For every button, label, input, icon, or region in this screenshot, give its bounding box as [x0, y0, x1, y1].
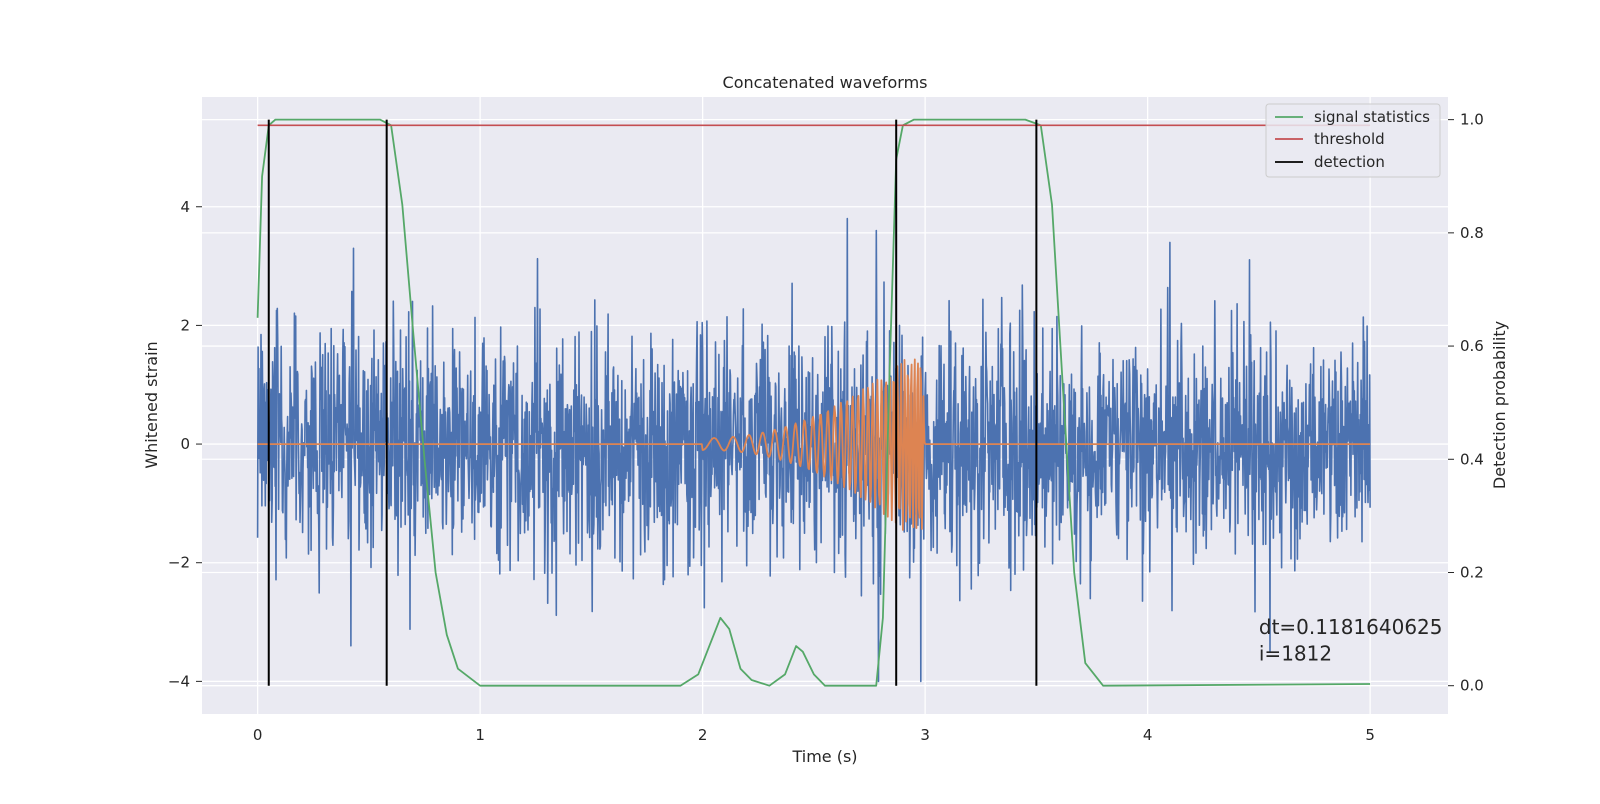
- legend-label-detection: detection: [1314, 153, 1385, 171]
- x-axis-label: Time (s): [791, 747, 857, 766]
- chart-title: Concatenated waveforms: [723, 73, 928, 92]
- y-right-tick-label-4: 0.8: [1460, 224, 1484, 242]
- x-tick-label-1: 1: [475, 726, 485, 744]
- series-injected-waveform: [257, 358, 1371, 531]
- y-left-tick-label-4: 4: [180, 198, 190, 216]
- y-right-tick-label-3: 0.6: [1460, 337, 1484, 355]
- y-left-tick-label-3: 2: [180, 316, 190, 334]
- y-left-tick-label-0: −4: [168, 672, 190, 690]
- legend-box: [1265, 103, 1441, 178]
- y-axis-label-right: Detection probability: [1490, 321, 1509, 489]
- series-layer: [256, 118, 1371, 687]
- y-axis-label-left: Whitened strain: [142, 341, 161, 468]
- x-tick-label-2: 2: [698, 726, 708, 744]
- y-right-tick-label-2: 0.4: [1460, 450, 1484, 468]
- legend-label-signal: signal statistics: [1314, 108, 1430, 126]
- y-left-tick-label-1: −2: [168, 554, 190, 572]
- series-signal-statistics: [256, 118, 1371, 687]
- y-right-tick-label-5: 1.0: [1460, 111, 1484, 129]
- x-tick-label-3: 3: [920, 726, 930, 744]
- y-right-tick-label-1: 0.2: [1460, 563, 1484, 581]
- x-tick-label-5: 5: [1365, 726, 1375, 744]
- annotations: dt=0.1181640625 i=1812: [1259, 615, 1443, 666]
- annotation-text-1: i=1812: [1259, 642, 1332, 666]
- x-tick-label-0: 0: [253, 726, 263, 744]
- legend: signal statistics threshold detection: [1265, 103, 1441, 178]
- y-right-tick-label-0: 0.0: [1460, 677, 1484, 695]
- ticks: 0 1 2 3 4 5 −4 −2 0 2 4 0.0 0.2 0.4 0.6 0.8 1.0: [168, 111, 1484, 744]
- annotation-text-0: dt=0.1181640625: [1259, 615, 1443, 639]
- x-tick-label-4: 4: [1143, 726, 1153, 744]
- y-left-tick-label-2: 0: [180, 435, 190, 453]
- legend-label-threshold: threshold: [1314, 130, 1385, 148]
